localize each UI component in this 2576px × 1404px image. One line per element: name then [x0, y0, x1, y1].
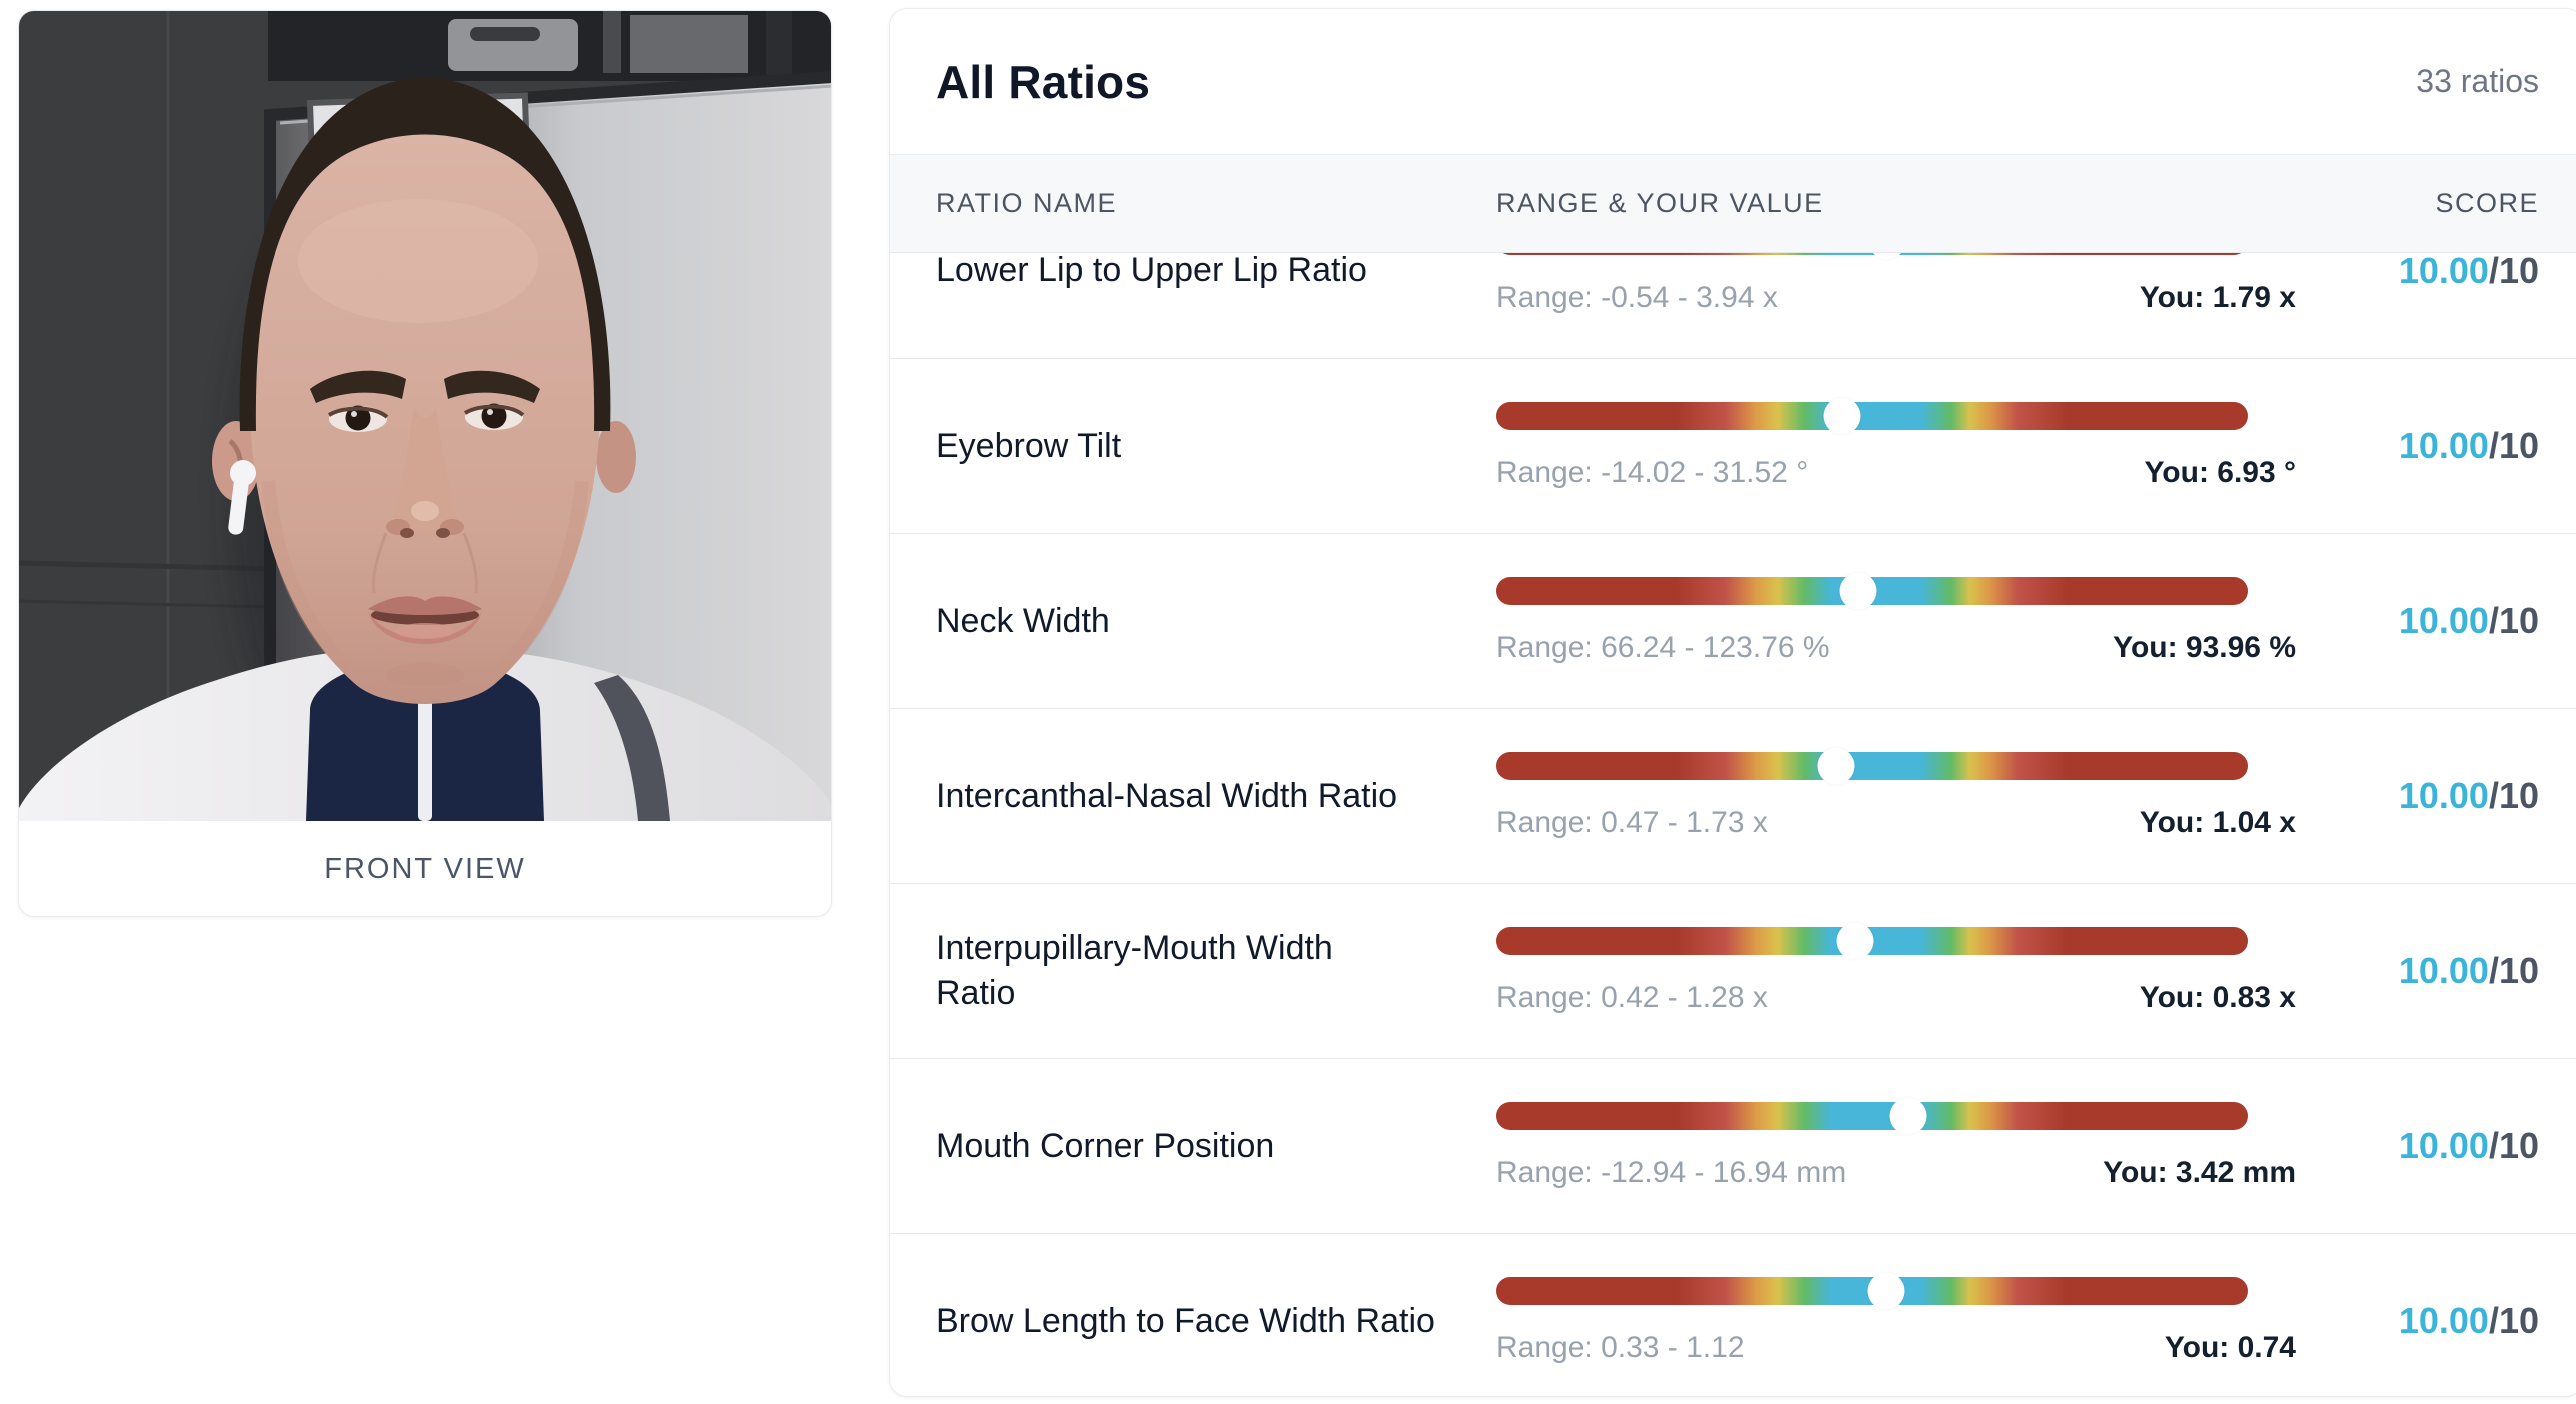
- front-view-card: FRONT VIEW: [18, 10, 832, 917]
- score-value: 10.00: [2398, 253, 2489, 291]
- range-value-labels: Range: -12.94 - 16.94 mm You: 3.42 mm: [1496, 1156, 2296, 1190]
- range-value-labels: Range: -14.02 - 31.52 ° You: 6.93 °: [1496, 456, 2296, 490]
- range-label: Range: 0.42 - 1.28 x: [1496, 981, 1768, 1014]
- ratio-name: Mouth Corner Position: [936, 1126, 1275, 1165]
- range-gradient-bar: [1496, 253, 2248, 259]
- score-value: 10.00: [2398, 1125, 2489, 1166]
- ratio-name: Lower Lip to Upper Lip Ratio: [936, 253, 1367, 290]
- column-header-range-value: RANGE & YOUR VALUE: [1496, 188, 1824, 218]
- your-value-label: You: 6.93 °: [2144, 456, 2296, 489]
- ratio-row[interactable]: Interpupillary-Mouth Width Ratio Range: …: [890, 883, 2576, 1058]
- score: 10.00/10: [2296, 600, 2539, 642]
- your-value-label: You: 1.79 x: [2139, 280, 2296, 314]
- ratio-row[interactable]: Brow Length to Face Width Ratio Range: 0…: [890, 1233, 2576, 1396]
- range-and-value: Range: -12.94 - 16.94 mm You: 3.42 mm: [1496, 1097, 2296, 1190]
- range-gradient-bar: [1496, 922, 2248, 960]
- ratio-row[interactable]: Lower Lip to Upper Lip Ratio Range: -0.5…: [890, 253, 2576, 358]
- value-marker-icon: [1839, 572, 1877, 610]
- airpod-icon: [228, 460, 256, 535]
- value-marker-icon: [1836, 922, 1874, 960]
- range-gradient-bar: [1496, 397, 2248, 435]
- ratios-table-body: Lower Lip to Upper Lip Ratio Range: -0.5…: [890, 253, 2576, 1396]
- column-header-score: SCORE: [2435, 188, 2539, 218]
- score-value: 10.00: [2398, 600, 2489, 641]
- range-label: Range: -0.54 - 3.94 x: [1496, 280, 1778, 314]
- range-label: Range: -12.94 - 16.94 mm: [1496, 1156, 1847, 1189]
- range-value-labels: Range: 66.24 - 123.76 % You: 93.96 %: [1496, 631, 2296, 665]
- range-and-value: Range: 0.33 - 1.12 You: 0.74: [1496, 1272, 2296, 1365]
- range-and-value: Range: 66.24 - 123.76 % You: 93.96 %: [1496, 572, 2296, 665]
- value-marker-icon: [1868, 253, 1906, 259]
- range-label: Range: 66.24 - 123.76 %: [1496, 631, 1830, 664]
- score-value: 10.00: [2398, 950, 2489, 991]
- column-header-ratio-name: RATIO NAME: [936, 188, 1118, 218]
- score: 10.00/10: [2296, 1125, 2539, 1167]
- score: 10.00/10: [2296, 775, 2539, 817]
- value-marker-icon: [1889, 1097, 1927, 1135]
- ratio-name: Eyebrow Tilt: [936, 426, 1122, 465]
- your-value-label: You: 0.83 x: [2139, 981, 2296, 1014]
- range-label: Range: 0.47 - 1.73 x: [1496, 806, 1768, 839]
- score: 10.00/10: [2296, 425, 2539, 467]
- ratios-card-header: All Ratios 33 ratios: [890, 9, 2576, 154]
- range-value-labels: Range: 0.33 - 1.12 You: 0.74: [1496, 1331, 2296, 1365]
- your-value-label: You: 0.74: [2164, 1331, 2296, 1364]
- score-value: 10.00: [2398, 775, 2489, 816]
- range-label: Range: -14.02 - 31.52 °: [1496, 456, 1809, 489]
- card-title: All Ratios: [936, 55, 1151, 108]
- score: 10.00/10: [2296, 253, 2539, 292]
- portrait-illustration: [19, 11, 831, 821]
- range-label: Range: 0.33 - 1.12: [1496, 1331, 1745, 1364]
- score-denominator: /10: [2488, 600, 2539, 641]
- your-value-label: You: 3.42 mm: [2103, 1156, 2296, 1189]
- front-view-caption: FRONT VIEW: [324, 852, 526, 885]
- score-value: 10.00: [2398, 1300, 2489, 1341]
- ratio-row[interactable]: Intercanthal-Nasal Width Ratio Range: 0.…: [890, 708, 2576, 883]
- score-value: 10.00: [2398, 425, 2489, 466]
- score-denominator: /10: [2488, 775, 2539, 816]
- your-value-label: You: 1.04 x: [2139, 806, 2296, 839]
- range-and-value: Range: -14.02 - 31.52 ° You: 6.93 °: [1496, 397, 2296, 490]
- range-value-labels: Range: 0.47 - 1.73 x You: 1.04 x: [1496, 806, 2296, 840]
- score-denominator: /10: [2488, 425, 2539, 466]
- range-value-labels: Range: -0.54 - 3.94 x You: 1.79 x: [1496, 281, 2296, 315]
- range-and-value: Range: -0.54 - 3.94 x You: 1.79 x: [1496, 253, 2296, 315]
- ratio-row[interactable]: Eyebrow Tilt Range: -14.02 - 31.52 ° You…: [890, 358, 2576, 533]
- score-denominator: /10: [2488, 950, 2539, 991]
- ratios-count: 33 ratios: [2416, 63, 2539, 99]
- ratio-name: Interpupillary-Mouth Width Ratio: [936, 929, 1333, 1012]
- your-value-label: You: 93.96 %: [2113, 631, 2296, 664]
- ratio-row[interactable]: Neck Width Range: 66.24 - 123.76 % You: …: [890, 533, 2576, 708]
- range-gradient-bar: [1496, 1097, 2248, 1135]
- range-gradient-bar: [1496, 747, 2248, 785]
- front-view-photo: [19, 11, 831, 821]
- ratio-row[interactable]: Mouth Corner Position Range: -12.94 - 16…: [890, 1058, 2576, 1233]
- range-and-value: Range: 0.47 - 1.73 x You: 1.04 x: [1496, 747, 2296, 840]
- range-gradient-bar: [1496, 572, 2248, 610]
- score: 10.00/10: [2296, 1300, 2539, 1342]
- all-ratios-card: All Ratios 33 ratios RATIO NAME RANGE & …: [889, 8, 2576, 1397]
- ratio-name: Intercanthal-Nasal Width Ratio: [936, 776, 1398, 815]
- ratio-name: Brow Length to Face Width Ratio: [936, 1301, 1435, 1340]
- value-marker-icon: [1867, 1272, 1905, 1310]
- table-header-row: RATIO NAME RANGE & YOUR VALUE SCORE: [890, 154, 2576, 253]
- ratio-name: Neck Width: [936, 601, 1110, 640]
- score-denominator: /10: [2488, 253, 2539, 291]
- front-view-caption-area: FRONT VIEW: [19, 821, 831, 916]
- score: 10.00/10: [2296, 950, 2539, 992]
- range-value-labels: Range: 0.42 - 1.28 x You: 0.83 x: [1496, 981, 2296, 1015]
- range-gradient-bar: [1496, 1272, 2248, 1310]
- value-marker-icon: [1817, 747, 1855, 785]
- range-and-value: Range: 0.42 - 1.28 x You: 0.83 x: [1496, 922, 2296, 1015]
- score-denominator: /10: [2488, 1125, 2539, 1166]
- value-marker-icon: [1823, 397, 1861, 435]
- score-denominator: /10: [2488, 1300, 2539, 1341]
